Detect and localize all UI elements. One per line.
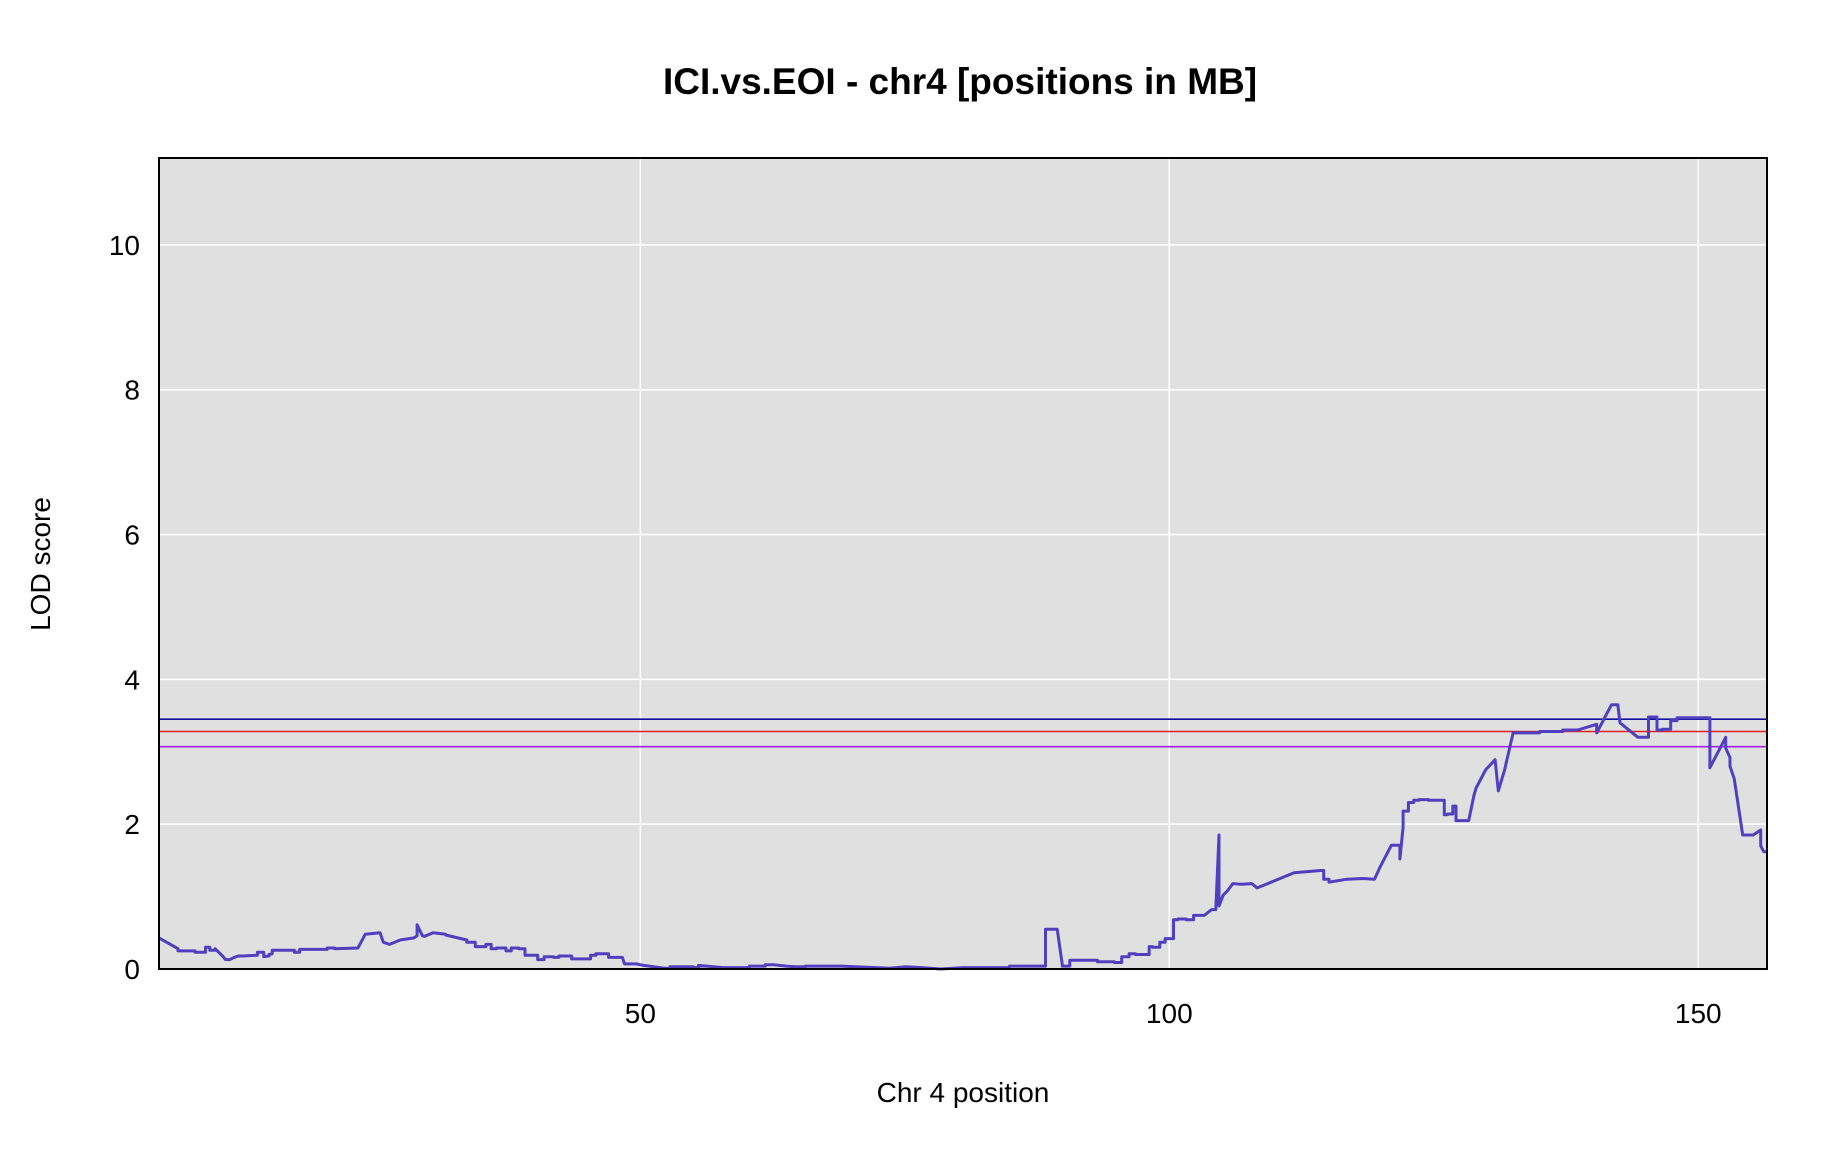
x-axis-label: Chr 4 position [877, 1077, 1050, 1108]
y-tick-label: 4 [124, 664, 140, 695]
y-tick-label: 2 [124, 809, 140, 840]
x-tick-label: 150 [1675, 998, 1722, 1029]
chart-title: ICI.vs.EOI - chr4 [positions in MB] [663, 61, 1257, 102]
y-tick-label: 8 [124, 375, 140, 406]
lod-series-line [158, 703, 1766, 971]
y-tick-label: 10 [109, 230, 140, 261]
threshold-lines [159, 718, 1767, 748]
plot-panel-border [158, 157, 1768, 970]
series-layer [158, 703, 1766, 971]
x-tick-label: 50 [625, 998, 656, 1029]
x-tick-label: 100 [1146, 998, 1193, 1029]
plot-panel-background [159, 158, 1767, 969]
y-tick-label: 6 [124, 520, 140, 551]
y-axis-label: LOD score [25, 497, 56, 631]
y-tick-label: 0 [124, 954, 140, 985]
tick-labels: 50 100 150 0 2 4 6 8 10 [109, 230, 1722, 1029]
